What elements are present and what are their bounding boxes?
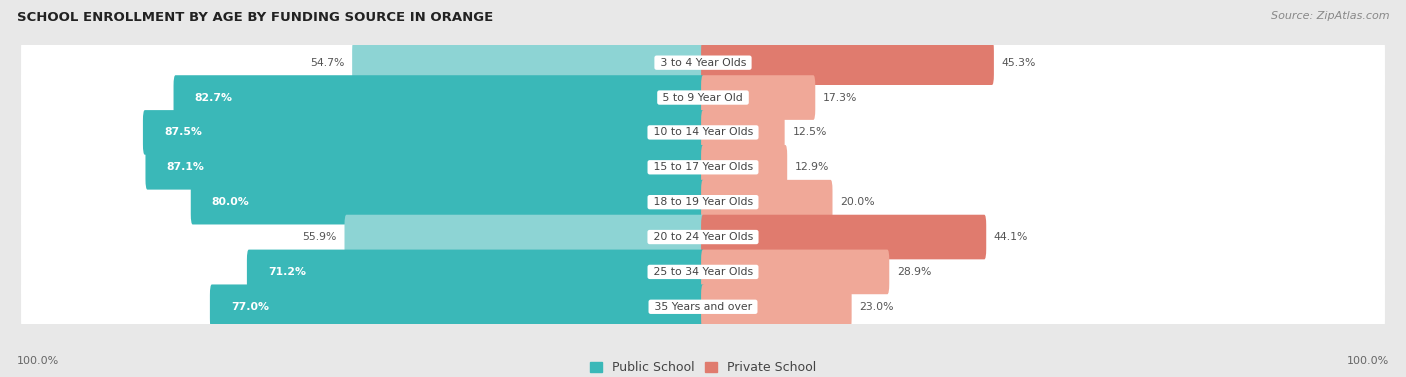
Text: 35 Years and over: 35 Years and over: [651, 302, 755, 312]
Text: 71.2%: 71.2%: [269, 267, 307, 277]
Text: 23.0%: 23.0%: [859, 302, 894, 312]
Text: 55.9%: 55.9%: [302, 232, 337, 242]
FancyBboxPatch shape: [145, 145, 704, 190]
Text: 54.7%: 54.7%: [311, 58, 344, 68]
Text: 12.5%: 12.5%: [793, 127, 827, 138]
FancyBboxPatch shape: [344, 215, 704, 259]
Text: 45.3%: 45.3%: [1001, 58, 1036, 68]
FancyBboxPatch shape: [702, 40, 994, 85]
Text: 20.0%: 20.0%: [841, 197, 875, 207]
Text: 100.0%: 100.0%: [1347, 356, 1389, 366]
Text: 82.7%: 82.7%: [194, 92, 232, 103]
FancyBboxPatch shape: [702, 250, 889, 294]
Legend: Public School, Private School: Public School, Private School: [585, 356, 821, 377]
Text: 87.5%: 87.5%: [165, 127, 202, 138]
FancyBboxPatch shape: [702, 75, 815, 120]
FancyBboxPatch shape: [21, 69, 1385, 126]
FancyBboxPatch shape: [352, 40, 704, 85]
Text: 44.1%: 44.1%: [994, 232, 1028, 242]
FancyBboxPatch shape: [173, 75, 704, 120]
FancyBboxPatch shape: [209, 285, 704, 329]
Text: 17.3%: 17.3%: [823, 92, 858, 103]
FancyBboxPatch shape: [21, 244, 1385, 300]
FancyBboxPatch shape: [21, 34, 1385, 91]
FancyBboxPatch shape: [702, 180, 832, 224]
FancyBboxPatch shape: [191, 180, 704, 224]
Text: 28.9%: 28.9%: [897, 267, 931, 277]
FancyBboxPatch shape: [702, 215, 986, 259]
Text: 87.1%: 87.1%: [166, 162, 204, 172]
FancyBboxPatch shape: [21, 139, 1385, 196]
Text: 15 to 17 Year Olds: 15 to 17 Year Olds: [650, 162, 756, 172]
Text: 3 to 4 Year Olds: 3 to 4 Year Olds: [657, 58, 749, 68]
Text: 25 to 34 Year Olds: 25 to 34 Year Olds: [650, 267, 756, 277]
Text: 12.9%: 12.9%: [794, 162, 830, 172]
FancyBboxPatch shape: [21, 209, 1385, 265]
Text: SCHOOL ENROLLMENT BY AGE BY FUNDING SOURCE IN ORANGE: SCHOOL ENROLLMENT BY AGE BY FUNDING SOUR…: [17, 11, 494, 24]
Text: 5 to 9 Year Old: 5 to 9 Year Old: [659, 92, 747, 103]
FancyBboxPatch shape: [702, 110, 785, 155]
Text: 18 to 19 Year Olds: 18 to 19 Year Olds: [650, 197, 756, 207]
FancyBboxPatch shape: [21, 104, 1385, 161]
Text: 10 to 14 Year Olds: 10 to 14 Year Olds: [650, 127, 756, 138]
FancyBboxPatch shape: [143, 110, 704, 155]
Text: 100.0%: 100.0%: [17, 356, 59, 366]
FancyBboxPatch shape: [702, 285, 852, 329]
Text: Source: ZipAtlas.com: Source: ZipAtlas.com: [1271, 11, 1389, 21]
FancyBboxPatch shape: [247, 250, 704, 294]
FancyBboxPatch shape: [702, 145, 787, 190]
Text: 80.0%: 80.0%: [212, 197, 249, 207]
Text: 77.0%: 77.0%: [231, 302, 269, 312]
FancyBboxPatch shape: [21, 279, 1385, 335]
FancyBboxPatch shape: [21, 174, 1385, 230]
Text: 20 to 24 Year Olds: 20 to 24 Year Olds: [650, 232, 756, 242]
